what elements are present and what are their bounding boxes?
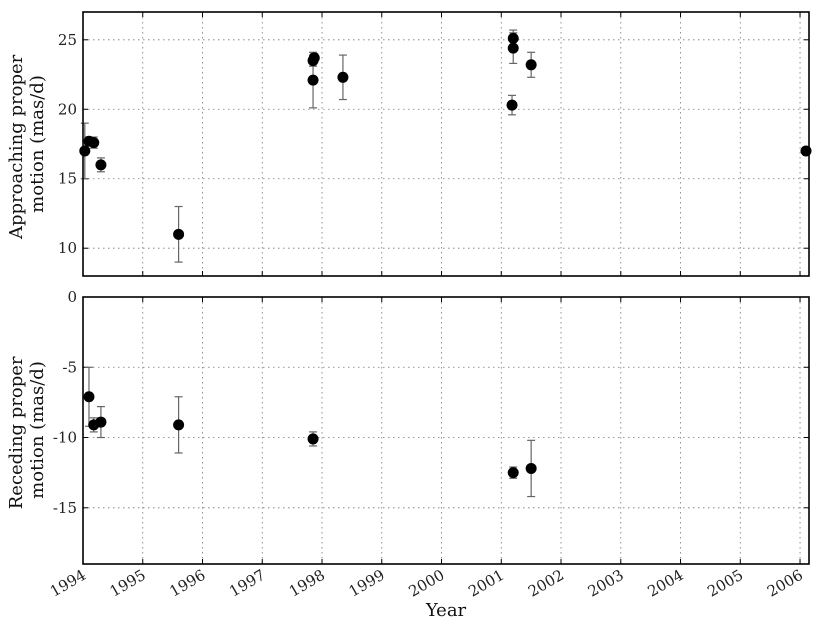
data-point: [95, 159, 107, 171]
bottom-panel-y-tick-labels: 0 -5 -10 -15: [53, 288, 77, 517]
y-tick-label: -5: [62, 358, 77, 376]
y-tick-label: 25: [58, 31, 77, 49]
top-y-axis-title: Approaching proper motion (mas/d): [6, 49, 48, 240]
bottom-y-axis-title: Receding proper motion (mas/d): [6, 351, 48, 510]
data-point: [506, 99, 518, 111]
data-point: [507, 42, 519, 54]
data-point: [800, 145, 812, 157]
y-tick-label: 10: [58, 239, 77, 257]
data-point: [525, 462, 537, 474]
top-panel-ticks: [82, 12, 809, 276]
y-tick-label: 20: [58, 100, 77, 118]
top-panel-frame: [82, 11, 810, 277]
data-point: [83, 391, 95, 403]
data-point: [79, 145, 91, 157]
y-tick-label: 0: [67, 288, 77, 306]
top-panel: 10 15 20 25 Approaching proper motion (mas/…: [6, 11, 812, 277]
data-point: [507, 467, 519, 479]
y-tick-label: 15: [58, 170, 77, 188]
bottom-panel-points: [83, 391, 537, 479]
data-point: [88, 137, 100, 149]
bottom-panel-frame: [82, 296, 810, 565]
bottom-y-axis-title-line-1: Receding proper: [6, 356, 27, 509]
data-point: [95, 416, 107, 428]
y-tick-label: -10: [53, 429, 77, 447]
y-tick-label: -15: [53, 499, 77, 517]
bottom-panel-grid: [83, 297, 809, 564]
data-point: [337, 71, 349, 83]
top-y-axis-title-line-1: Approaching proper: [6, 54, 27, 240]
top-panel-y-tick-labels: 10 15 20 25: [58, 31, 77, 257]
data-point: [173, 419, 185, 431]
top-y-axis-title-line-2: motion (mas/d): [27, 75, 48, 213]
data-point: [173, 228, 185, 240]
data-point: [525, 59, 537, 71]
data-point: [307, 433, 319, 445]
x-axis-title: Year: [425, 600, 467, 621]
data-point: [308, 52, 320, 64]
data-point: [307, 74, 319, 86]
bottom-y-axis-title-line-2: motion (mas/d): [27, 361, 48, 499]
data-point: [507, 32, 519, 44]
top-panel-grid: [83, 12, 809, 276]
